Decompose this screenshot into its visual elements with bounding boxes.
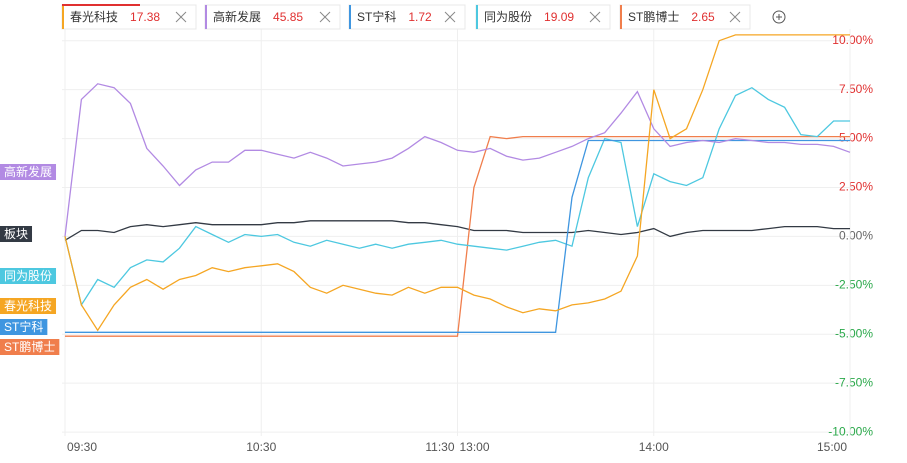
x-tick-label: 10:30 — [246, 440, 276, 454]
legend-swatch — [62, 5, 64, 29]
series-label: 同为股份 — [0, 268, 57, 284]
series-line — [64, 34, 850, 332]
series-label: 板块 — [0, 226, 33, 242]
x-tick-label: 11:30 — [425, 440, 454, 454]
y-tick-label: -2.50% — [835, 278, 873, 292]
series-line — [64, 220, 850, 241]
legend-name: 同为股份 — [484, 10, 532, 24]
series-line — [64, 83, 851, 237]
y-tick-label: 7.50% — [839, 82, 873, 96]
series-label-bg — [0, 298, 57, 314]
legend-price: 2.65 — [691, 10, 715, 24]
series-label-bg — [0, 164, 57, 180]
series-label: 春光科技 — [0, 298, 57, 314]
series-label-bg — [0, 268, 57, 284]
legend-active — [62, 4, 140, 6]
legend-tab[interactable]: 高新发展 45.85 — [204, 4, 341, 30]
add-button[interactable] — [772, 10, 786, 24]
x-tick-label: 15:00 — [817, 440, 847, 454]
x-tick-label: 13:00 — [460, 440, 490, 454]
series-label-text: 同为股份 — [4, 269, 52, 283]
legend-swatch — [620, 5, 622, 29]
series-label-text: 春光科技 — [4, 299, 52, 313]
legend-tab-bg[interactable] — [475, 4, 611, 30]
legend-swatch — [349, 5, 351, 29]
series-label-text: 板块 — [4, 227, 28, 241]
y-tick-label: -7.50% — [835, 375, 873, 389]
legend-close[interactable] — [319, 11, 331, 23]
legend-price: 45.85 — [273, 10, 303, 24]
legend-tab[interactable]: ST鹏博士 2.65 — [619, 4, 751, 30]
series-line — [64, 86, 850, 307]
series-label: ST鹏博士 — [0, 339, 60, 355]
legend-tab-bg[interactable] — [348, 4, 466, 30]
legend-name: 高新发展 — [213, 9, 261, 24]
series-label-text: ST鹏博士 — [4, 339, 55, 354]
legend-price: 19.09 — [544, 10, 574, 24]
series-label-text: 高新发展 — [4, 164, 52, 179]
y-tick-label: 0.00% — [839, 229, 873, 243]
y-tick-label: -5.00% — [835, 326, 873, 340]
legend-name: ST鹏博士 — [628, 9, 679, 24]
legend-close[interactable] — [589, 11, 601, 23]
legend-close[interactable] — [444, 11, 456, 23]
y-tick-label: 5.00% — [839, 131, 873, 145]
series-label-bg — [0, 339, 60, 355]
legend-close[interactable] — [175, 11, 187, 23]
series-line — [65, 139, 850, 333]
y-tick-label: 10.00% — [832, 33, 873, 47]
series-label: 高新发展 — [0, 164, 57, 180]
legend-tab[interactable]: 同为股份 19.09 — [475, 4, 611, 30]
legend-tab[interactable]: ST宁科 1.72 — [348, 4, 466, 30]
legend-price: 17.38 — [130, 10, 160, 24]
legend-tab-bg[interactable] — [619, 4, 751, 30]
y-tick-label: 2.50% — [839, 180, 873, 194]
add-icon[interactable] — [772, 10, 786, 24]
x-tick-label: 14:00 — [639, 440, 669, 454]
legend-name: ST宁科 — [357, 9, 396, 24]
series-label-bg — [0, 226, 33, 242]
legend-swatch — [476, 5, 478, 29]
legend-name: 春光科技 — [70, 10, 118, 24]
series-label: ST宁科 — [0, 319, 48, 335]
legend-tab[interactable]: 春光科技 17.38 — [61, 4, 197, 30]
series-label-bg — [0, 319, 48, 335]
x-tick-label: 09:30 — [67, 440, 97, 454]
series-label-text: ST宁科 — [4, 319, 43, 334]
legend-price: 1.72 — [408, 10, 432, 24]
series-line — [65, 135, 850, 337]
legend-close[interactable] — [729, 11, 741, 23]
legend-swatch — [205, 5, 207, 29]
y-tick-label: -10.00% — [828, 424, 873, 438]
